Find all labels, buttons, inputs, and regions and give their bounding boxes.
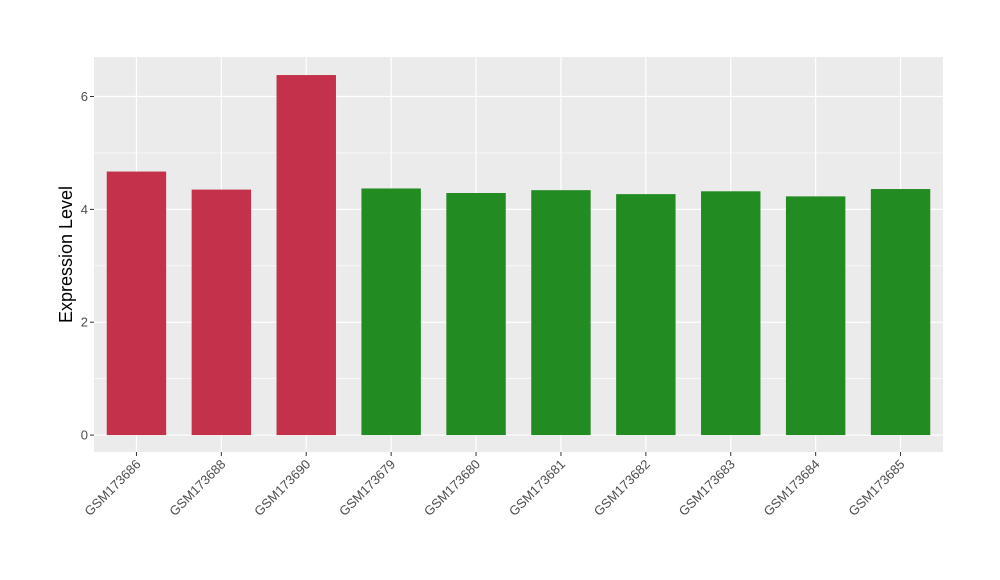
bar-GSM173682: [616, 194, 676, 436]
bar-GSM173684: [785, 196, 846, 436]
x-tick-label: GSM173690: [251, 457, 313, 519]
x-tick-label: GSM173680: [421, 457, 483, 519]
x-tick-label: GSM173685: [845, 457, 907, 519]
y-axis-title: Expression Level: [56, 186, 76, 323]
x-tick-label: GSM173688: [166, 457, 228, 519]
x-tick-label: GSM173686: [81, 457, 143, 519]
x-tick-label: GSM173684: [761, 457, 823, 519]
bar-GSM173683: [701, 191, 761, 436]
x-tick-label: GSM173682: [591, 457, 653, 519]
y-tick-label: 6: [81, 89, 88, 104]
y-tick-label: 4: [81, 202, 88, 217]
bar-GSM173681: [531, 190, 591, 436]
y-tick-label: 2: [81, 315, 88, 330]
bar-GSM173679: [361, 188, 421, 436]
bar-GSM173688: [191, 189, 252, 436]
y-axis: 0 2 4 6: [81, 89, 94, 443]
bar-GSM173685: [870, 189, 931, 436]
x-tick-label: GSM173681: [506, 457, 568, 519]
x-axis: GSM173686 GSM173688 GSM173690 GSM173679 GSM1…: [81, 452, 908, 519]
x-tick-label: GSM173683: [676, 457, 738, 519]
bar-GSM173690: [276, 75, 336, 436]
x-tick-label: GSM173679: [336, 457, 398, 519]
y-tick-label: 0: [81, 428, 88, 443]
bar-GSM173686: [106, 171, 167, 436]
bars-group: [106, 75, 931, 436]
bar-GSM173680: [446, 192, 506, 436]
